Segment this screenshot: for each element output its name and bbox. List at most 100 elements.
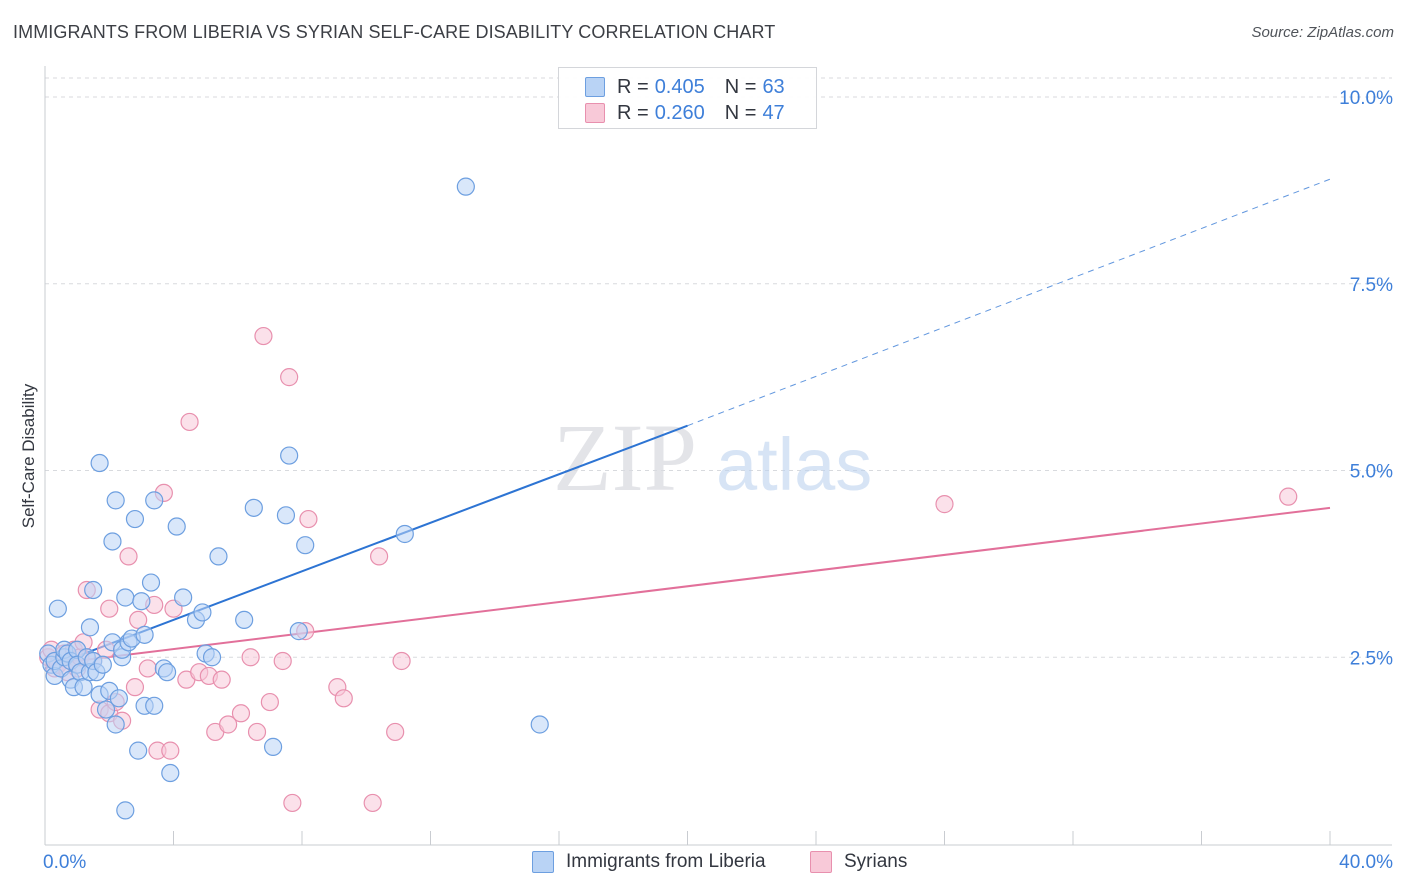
liberia-points <box>39 177 549 820</box>
legend-label-syrians: Syrians <box>844 851 908 872</box>
liberia-trend-line <box>44 424 688 670</box>
syrians-point <box>370 547 389 566</box>
syrians-point <box>299 509 318 529</box>
syrians-point <box>386 722 405 742</box>
y-axis-title: Self-Care Disability <box>19 383 38 529</box>
x-tick-label-max: 40.0% <box>1339 852 1393 873</box>
syrians-point <box>161 741 180 760</box>
liberia-point <box>193 603 212 622</box>
liberia-point <box>96 700 116 719</box>
liberia-point <box>103 532 122 551</box>
syrians-point <box>231 704 251 723</box>
x-tick-label-min: 0.0% <box>43 852 87 873</box>
syrians-point <box>273 651 292 671</box>
syrians-legend-swatch <box>810 851 832 873</box>
legend-label-liberia: Immigrants from Liberia <box>566 851 766 872</box>
syrians-n-value: 47 <box>762 101 785 124</box>
n-label: N = <box>724 75 757 98</box>
liberia-point <box>456 177 475 196</box>
syrians-trend-line <box>44 506 1331 666</box>
legend-item-syrians[interactable]: Syrians <box>810 851 907 873</box>
liberia-point <box>161 763 180 783</box>
liberia-point <box>202 648 222 667</box>
liberia-point <box>167 517 186 536</box>
syrians-point <box>219 715 238 734</box>
axes <box>44 66 1392 846</box>
liberia-point <box>125 509 145 529</box>
syrians-point <box>247 722 267 742</box>
liberia-n-value: 63 <box>762 75 785 98</box>
liberia-point <box>296 536 315 555</box>
liberia-r-value: 0.405 <box>654 75 705 98</box>
liberia-point <box>244 498 263 517</box>
stats-legend-row-syrians: R = 0.260 N = 47 <box>585 101 785 125</box>
syrians-point <box>392 651 411 671</box>
liberia-point <box>109 689 128 708</box>
liberia-point <box>90 453 109 473</box>
liberia-point <box>209 547 228 566</box>
syrians-point <box>280 368 299 387</box>
syrians-point <box>1279 487 1298 506</box>
liberia-point <box>145 696 164 715</box>
liberia-point <box>289 622 308 641</box>
syrians-swatch <box>585 103 605 123</box>
liberia-point <box>276 506 296 525</box>
liberia-trend-extension <box>687 178 1331 427</box>
syrians-point <box>100 599 119 618</box>
legend-item-liberia[interactable]: Immigrants from Liberia <box>532 851 766 873</box>
liberia-legend-swatch <box>532 851 554 873</box>
liberia-point <box>135 625 154 644</box>
source-label: Source: ZipAtlas.com <box>1251 24 1394 41</box>
liberia-point <box>106 715 125 734</box>
liberia-point <box>280 446 299 465</box>
syrians-point <box>260 692 279 712</box>
y-tick-labels: 2.5% 5.0% 7.5% 10.0% <box>1339 88 1393 669</box>
liberia-point <box>48 599 67 618</box>
liberia-point <box>145 491 164 510</box>
gridlines <box>45 77 1392 658</box>
syrians-point <box>935 495 954 514</box>
stats-legend: R = 0.405 N = 63 R = 0.260 N = 47 <box>558 67 817 129</box>
n-label: N = <box>724 101 757 124</box>
y-tick-label: 5.0% <box>1350 462 1393 483</box>
chart-title: IMMIGRANTS FROM LIBERIA VS SYRIAN SELF-C… <box>13 22 776 42</box>
syrians-point <box>241 648 260 667</box>
syrians-point <box>283 793 302 813</box>
liberia-point <box>395 524 414 544</box>
liberia-point <box>129 741 148 760</box>
liberia-point <box>106 491 125 510</box>
liberia-point <box>116 801 135 820</box>
liberia-point <box>116 588 135 607</box>
liberia-point <box>84 580 103 600</box>
liberia-swatch <box>585 77 605 97</box>
syrians-points <box>39 326 1298 813</box>
liberia-point <box>132 592 151 611</box>
liberia-point <box>174 588 193 607</box>
y-tick-label: 10.0% <box>1339 88 1393 109</box>
syrians-r-value: 0.260 <box>654 101 705 124</box>
syrians-point <box>119 547 138 566</box>
liberia-point <box>263 737 283 756</box>
liberia-point <box>235 610 254 630</box>
syrians-point <box>212 670 231 689</box>
syrians-point <box>254 326 273 346</box>
syrians-point <box>125 678 145 697</box>
series-legend: Immigrants from Liberia Syrians <box>0 851 1406 877</box>
trend-lines <box>44 178 1331 670</box>
watermark: ZIP atlas <box>553 404 872 511</box>
syrians-point <box>363 793 382 813</box>
r-label: R = <box>617 75 649 98</box>
syrians-point <box>138 659 157 678</box>
y-tick-label: 7.5% <box>1350 275 1393 296</box>
liberia-point <box>157 663 177 682</box>
y-tick-label: 2.5% <box>1350 648 1393 669</box>
syrians-point <box>180 412 199 432</box>
syrians-point <box>334 689 353 708</box>
watermark-zip: ZIP <box>553 404 697 511</box>
r-label: R = <box>617 101 649 124</box>
liberia-point <box>93 655 112 674</box>
watermark-atlas: atlas <box>716 423 872 506</box>
liberia-point <box>141 573 161 592</box>
